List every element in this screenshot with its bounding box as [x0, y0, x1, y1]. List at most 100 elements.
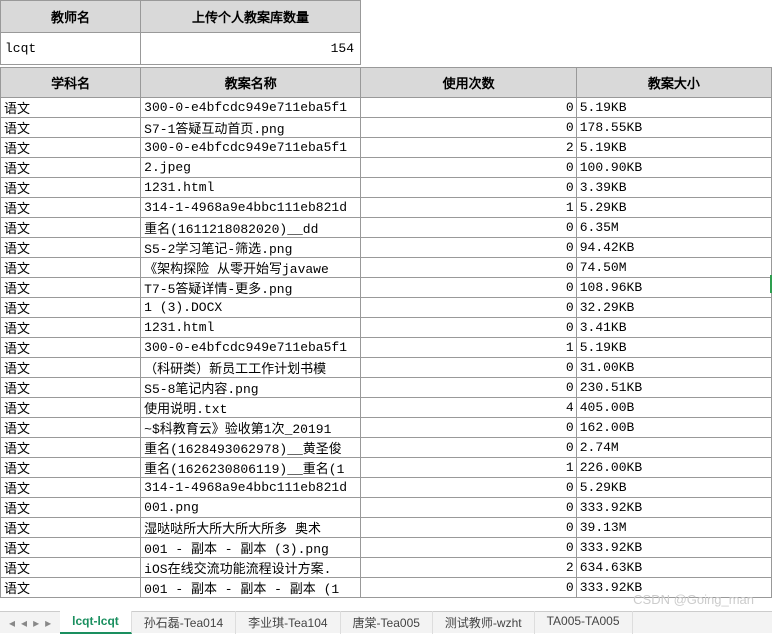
table-row[interactable]: 语文001 - 副本 - 副本 - 副本 (10333.92KB	[1, 578, 772, 598]
cell-uses[interactable]: 0	[361, 178, 576, 198]
cell-subject[interactable]: 语文	[1, 518, 141, 538]
cell-uses[interactable]: 0	[361, 118, 576, 138]
sheet-tab[interactable]: TA005-TA005	[535, 611, 633, 634]
cell-size[interactable]: 5.29KB	[576, 198, 771, 218]
table-row[interactable]: 语文001.png0333.92KB	[1, 498, 772, 518]
cell-uses[interactable]: 0	[361, 438, 576, 458]
sheet-tab[interactable]: 孙石磊-Tea014	[132, 611, 236, 634]
cell-size[interactable]: 5.29KB	[576, 478, 771, 498]
cell-uses[interactable]: 0	[361, 158, 576, 178]
cell-name[interactable]: 001 - 副本 - 副本 (3).png	[141, 538, 361, 558]
cell-subject[interactable]: 语文	[1, 258, 141, 278]
cell-uses[interactable]: 2	[361, 138, 576, 158]
sheet-tab[interactable]: lcqt-lcqt	[60, 611, 132, 634]
cell-name[interactable]: S7-1答疑互动首页.png	[141, 118, 361, 138]
table-row[interactable]: 语文《架构探险 从零开始写javawe074.50M	[1, 258, 772, 278]
cell-subject[interactable]: 语文	[1, 198, 141, 218]
table-row[interactable]: 语文1231.html03.39KB	[1, 178, 772, 198]
cell-subject[interactable]: 语文	[1, 438, 141, 458]
cell-subject[interactable]: 语文	[1, 458, 141, 478]
cell-uses[interactable]: 0	[361, 418, 576, 438]
cell-uses[interactable]: 1	[361, 198, 576, 218]
cell-size[interactable]: 333.92KB	[576, 498, 771, 518]
cell-subject[interactable]: 语文	[1, 218, 141, 238]
cell-subject[interactable]: 语文	[1, 538, 141, 558]
cell-uses[interactable]: 0	[361, 518, 576, 538]
table-row[interactable]: 语文（科研类）新员工工作计划书模031.00KB	[1, 358, 772, 378]
table-row[interactable]: 语文1 (3).DOCX032.29KB	[1, 298, 772, 318]
cell-name[interactable]: 001.png	[141, 498, 361, 518]
cell-subject[interactable]: 语文	[1, 238, 141, 258]
cell-name[interactable]: 使用说明.txt	[141, 398, 361, 418]
cell-uses[interactable]: 0	[361, 278, 576, 298]
upload-count-cell[interactable]: 154	[141, 33, 361, 65]
cell-uses[interactable]: 0	[361, 258, 576, 278]
table-row[interactable]: 语文001 - 副本 - 副本 (3).png0333.92KB	[1, 538, 772, 558]
cell-uses[interactable]: 0	[361, 578, 576, 598]
table-row[interactable]: 语文300-0-e4bfcdc949e711eba5f125.19KB	[1, 138, 772, 158]
cell-size[interactable]: 226.00KB	[576, 458, 771, 478]
cell-subject[interactable]: 语文	[1, 318, 141, 338]
cell-subject[interactable]: 语文	[1, 298, 141, 318]
table-row[interactable]: 语文~$科教育云》验收第1次_201910162.00B	[1, 418, 772, 438]
sheet-tab[interactable]: 测试教师-wzht	[433, 611, 535, 634]
cell-uses[interactable]: 0	[361, 498, 576, 518]
cell-size[interactable]: 74.50M	[576, 258, 771, 278]
table-row[interactable]: 语文300-0-e4bfcdc949e711eba5f105.19KB	[1, 98, 772, 118]
cell-name[interactable]: 重名(1628493062978)__黄圣俊	[141, 438, 361, 458]
tab-nav-last[interactable]: ▸	[42, 616, 54, 630]
tab-nav-first[interactable]: ◂	[6, 616, 18, 630]
cell-uses[interactable]: 1	[361, 458, 576, 478]
cell-name[interactable]: 湿哒哒所大所大所大所多 奥术	[141, 518, 361, 538]
cell-subject[interactable]: 语文	[1, 478, 141, 498]
cell-uses[interactable]: 0	[361, 538, 576, 558]
table-row[interactable]: 语文重名(1628493062978)__黄圣俊02.74M	[1, 438, 772, 458]
cell-size[interactable]: 333.92KB	[576, 538, 771, 558]
cell-subject[interactable]: 语文	[1, 278, 141, 298]
cell-name[interactable]: 1 (3).DOCX	[141, 298, 361, 318]
cell-size[interactable]: 6.35M	[576, 218, 771, 238]
cell-subject[interactable]: 语文	[1, 398, 141, 418]
cell-subject[interactable]: 语文	[1, 178, 141, 198]
cell-subject[interactable]: 语文	[1, 118, 141, 138]
table-row[interactable]: 语文S5-2学习笔记-筛选.png094.42KB	[1, 238, 772, 258]
table-row[interactable]: 语文1231.html03.41KB	[1, 318, 772, 338]
cell-name[interactable]: 1231.html	[141, 178, 361, 198]
cell-subject[interactable]: 语文	[1, 378, 141, 398]
cell-name[interactable]: 314-1-4968a9e4bbc111eb821d	[141, 198, 361, 218]
cell-uses[interactable]: 0	[361, 318, 576, 338]
table-row[interactable]: 语文T7-5答疑详情-更多.png0108.96KB	[1, 278, 772, 298]
table-row[interactable]: 语文重名(1626230806119)__重名(11226.00KB	[1, 458, 772, 478]
cell-uses[interactable]: 0	[361, 238, 576, 258]
cell-subject[interactable]: 语文	[1, 98, 141, 118]
cell-subject[interactable]: 语文	[1, 338, 141, 358]
cell-uses[interactable]: 0	[361, 218, 576, 238]
cell-name[interactable]: 300-0-e4bfcdc949e711eba5f1	[141, 138, 361, 158]
cell-uses[interactable]: 0	[361, 478, 576, 498]
cell-name[interactable]: 1231.html	[141, 318, 361, 338]
cell-size[interactable]: 39.13M	[576, 518, 771, 538]
cell-size[interactable]: 5.19KB	[576, 98, 771, 118]
cell-uses[interactable]: 1	[361, 338, 576, 358]
table-row[interactable]: 语文使用说明.txt4405.00B	[1, 398, 772, 418]
cell-name[interactable]: S5-2学习笔记-筛选.png	[141, 238, 361, 258]
table-row[interactable]: 语文300-0-e4bfcdc949e711eba5f115.19KB	[1, 338, 772, 358]
cell-size[interactable]: 2.74M	[576, 438, 771, 458]
cell-size[interactable]: 3.41KB	[576, 318, 771, 338]
cell-size[interactable]: 5.19KB	[576, 138, 771, 158]
cell-name[interactable]: 300-0-e4bfcdc949e711eba5f1	[141, 98, 361, 118]
sheet-tab[interactable]: 唐棠-Tea005	[341, 611, 433, 634]
cell-size[interactable]: 94.42KB	[576, 238, 771, 258]
table-row[interactable]: 语文iOS在线交流功能流程设计方案.2634.63KB	[1, 558, 772, 578]
cell-name[interactable]: 314-1-4968a9e4bbc111eb821d	[141, 478, 361, 498]
teacher-name-cell[interactable]: lcqt	[1, 33, 141, 65]
cell-name[interactable]: S5-8笔记内容.png	[141, 378, 361, 398]
cell-size[interactable]: 32.29KB	[576, 298, 771, 318]
cell-size[interactable]: 5.19KB	[576, 338, 771, 358]
cell-subject[interactable]: 语文	[1, 358, 141, 378]
cell-size[interactable]: 3.39KB	[576, 178, 771, 198]
cell-subject[interactable]: 语文	[1, 578, 141, 598]
cell-subject[interactable]: 语文	[1, 498, 141, 518]
cell-size[interactable]: 634.63KB	[576, 558, 771, 578]
cell-name[interactable]: 重名(1626230806119)__重名(1	[141, 458, 361, 478]
